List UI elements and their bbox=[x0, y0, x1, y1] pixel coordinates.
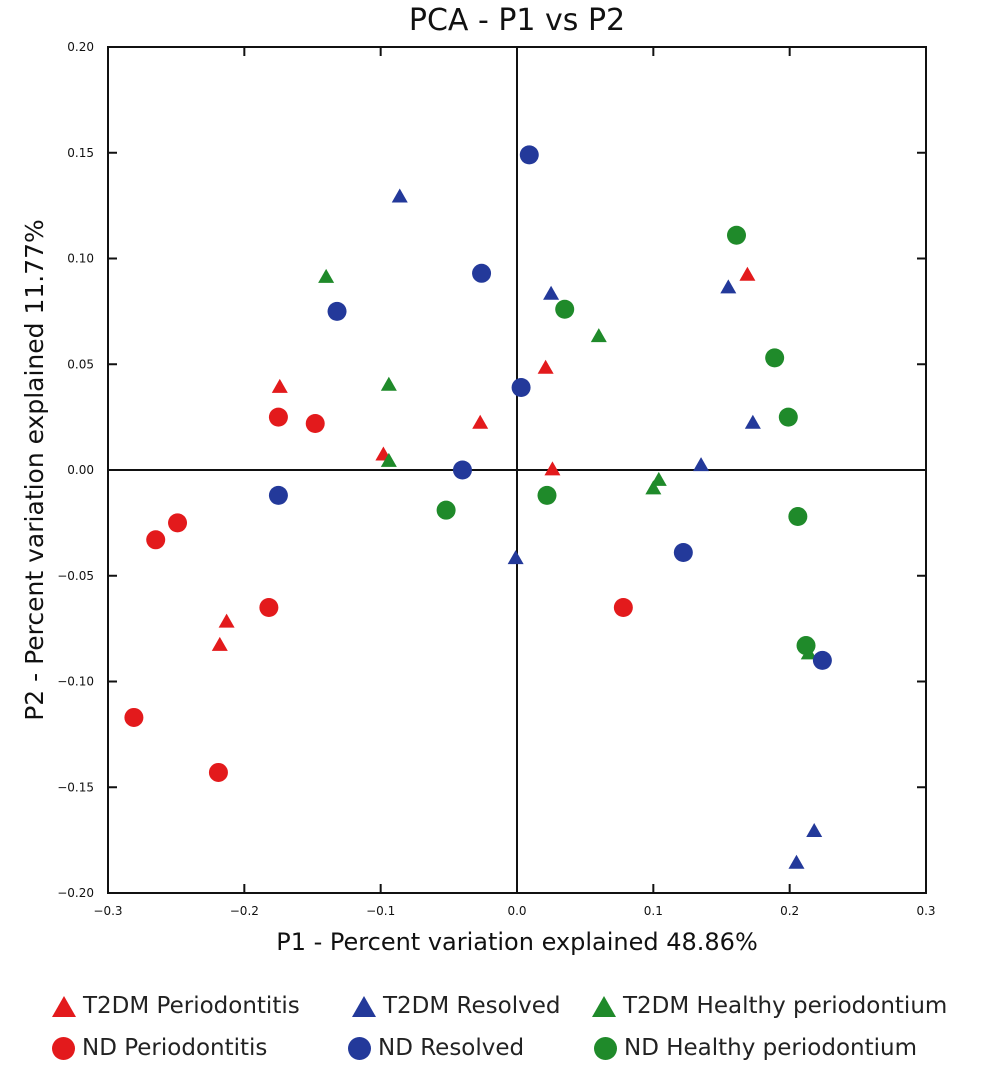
point-t2dm-resolved bbox=[543, 285, 560, 300]
y-tick-label: −0.10 bbox=[57, 675, 94, 689]
point-t2dm-resolved bbox=[806, 822, 823, 837]
point-t2dm-resolved bbox=[693, 457, 710, 472]
y-tick-label: −0.20 bbox=[57, 886, 94, 900]
legend: T2DM Periodontitis T2DM Resolved T2DM He… bbox=[52, 993, 977, 1073]
point-t2dm-healthy-periodontium bbox=[590, 328, 607, 343]
y-tick-label: 0.00 bbox=[67, 463, 94, 477]
point-nd-resolved bbox=[327, 301, 347, 321]
legend-item-t2dm-resolved: T2DM Resolved bbox=[352, 993, 560, 1019]
legend-item-nd-healthy-periodontium: ND Healthy periodontium bbox=[594, 1035, 917, 1061]
point-nd-periodontitis bbox=[268, 407, 288, 427]
legend-item-t2dm-healthy-periodontium: T2DM Healthy periodontium bbox=[592, 993, 947, 1019]
triangle-marker-icon bbox=[592, 995, 616, 1017]
point-nd-resolved bbox=[812, 650, 832, 670]
point-t2dm-healthy-periodontium bbox=[650, 471, 667, 486]
pca-scatter-chart: PCA - P1 vs P2 P2 - Percent variation ex… bbox=[20, 3, 936, 956]
chart-title: PCA - P1 vs P2 bbox=[409, 3, 625, 38]
point-t2dm-resolved bbox=[720, 279, 737, 294]
triangle-marker-icon bbox=[352, 995, 376, 1017]
legend-item-nd-periodontitis: ND Periodontitis bbox=[52, 1035, 267, 1061]
x-tick-label: −0.2 bbox=[230, 904, 259, 918]
legend-item-nd-resolved: ND Resolved bbox=[348, 1035, 524, 1061]
point-t2dm-periodontitis bbox=[537, 359, 554, 374]
point-nd-healthy-periodontium bbox=[555, 299, 575, 319]
point-nd-resolved bbox=[452, 460, 472, 480]
point-t2dm-periodontitis bbox=[739, 266, 756, 281]
y-tick-label: 0.05 bbox=[67, 357, 94, 371]
point-t2dm-periodontitis bbox=[211, 636, 228, 651]
legend-label: ND Periodontitis bbox=[82, 1035, 268, 1061]
point-t2dm-resolved bbox=[788, 854, 805, 869]
point-nd-resolved bbox=[268, 485, 288, 505]
legend-label: T2DM Resolved bbox=[383, 993, 561, 1019]
y-tick-label: 0.10 bbox=[67, 252, 94, 266]
x-tick-label: −0.1 bbox=[366, 904, 395, 918]
point-nd-periodontitis bbox=[613, 597, 633, 617]
y-tick-label: 0.20 bbox=[67, 40, 94, 54]
point-t2dm-resolved bbox=[507, 550, 524, 565]
point-nd-healthy-periodontium bbox=[726, 225, 746, 245]
x-axis-label: P1 - Percent variation explained 48.86% bbox=[276, 928, 758, 956]
point-nd-healthy-periodontium bbox=[765, 348, 785, 368]
x-tick-label: 0.2 bbox=[780, 904, 799, 918]
point-t2dm-healthy-periodontium bbox=[380, 376, 397, 391]
point-nd-resolved bbox=[511, 378, 531, 398]
point-t2dm-periodontitis bbox=[218, 613, 235, 628]
triangle-marker-icon bbox=[52, 995, 76, 1017]
legend-label: ND Healthy periodontium bbox=[624, 1035, 917, 1061]
legend-label: T2DM Periodontitis bbox=[83, 993, 300, 1019]
point-nd-healthy-periodontium bbox=[436, 500, 456, 520]
point-nd-resolved bbox=[519, 145, 539, 165]
x-tick-label: 0.1 bbox=[644, 904, 663, 918]
circle-marker-icon bbox=[348, 1036, 371, 1060]
point-nd-healthy-periodontium bbox=[796, 636, 816, 656]
point-nd-resolved bbox=[673, 542, 693, 562]
point-t2dm-periodontitis bbox=[544, 461, 561, 476]
x-tick-label: 0.0 bbox=[507, 904, 526, 918]
legend-item-t2dm-periodontitis: T2DM Periodontitis bbox=[52, 993, 300, 1019]
y-tick-label: 0.15 bbox=[67, 146, 94, 160]
y-tick-label: −0.15 bbox=[57, 780, 94, 794]
legend-label: T2DM Healthy periodontium bbox=[623, 993, 948, 1019]
point-t2dm-periodontitis bbox=[271, 378, 288, 393]
point-nd-periodontitis bbox=[259, 597, 279, 617]
point-t2dm-healthy-periodontium bbox=[380, 452, 397, 467]
point-nd-healthy-periodontium bbox=[778, 407, 798, 427]
point-nd-periodontitis bbox=[168, 513, 188, 533]
point-nd-periodontitis bbox=[305, 413, 325, 433]
plot-area: −0.3 −0.2 −0.1 0.0 0.1 0.2 0.3 0.20 0.15 0.10 0.05… bbox=[57, 40, 935, 918]
point-nd-healthy-periodontium bbox=[537, 485, 557, 505]
x-tick-label: −0.3 bbox=[93, 904, 122, 918]
point-t2dm-resolved bbox=[744, 414, 761, 429]
point-t2dm-healthy-periodontium bbox=[318, 268, 335, 283]
point-t2dm-resolved bbox=[391, 188, 408, 203]
point-nd-healthy-periodontium bbox=[788, 507, 808, 527]
point-nd-periodontitis bbox=[124, 707, 144, 727]
y-tick-label: −0.05 bbox=[57, 569, 94, 583]
point-nd-periodontitis bbox=[208, 762, 228, 782]
point-t2dm-healthy-periodontium bbox=[645, 480, 662, 495]
point-nd-resolved bbox=[472, 263, 492, 283]
point-t2dm-periodontitis bbox=[472, 414, 489, 429]
circle-marker-icon bbox=[52, 1036, 75, 1060]
point-nd-periodontitis bbox=[146, 530, 166, 550]
legend-label: ND Resolved bbox=[378, 1035, 525, 1061]
x-tick-label: 0.3 bbox=[916, 904, 935, 918]
circle-marker-icon bbox=[594, 1036, 617, 1060]
y-axis-label: P2 - Percent variation explained 11.77% bbox=[20, 219, 49, 721]
